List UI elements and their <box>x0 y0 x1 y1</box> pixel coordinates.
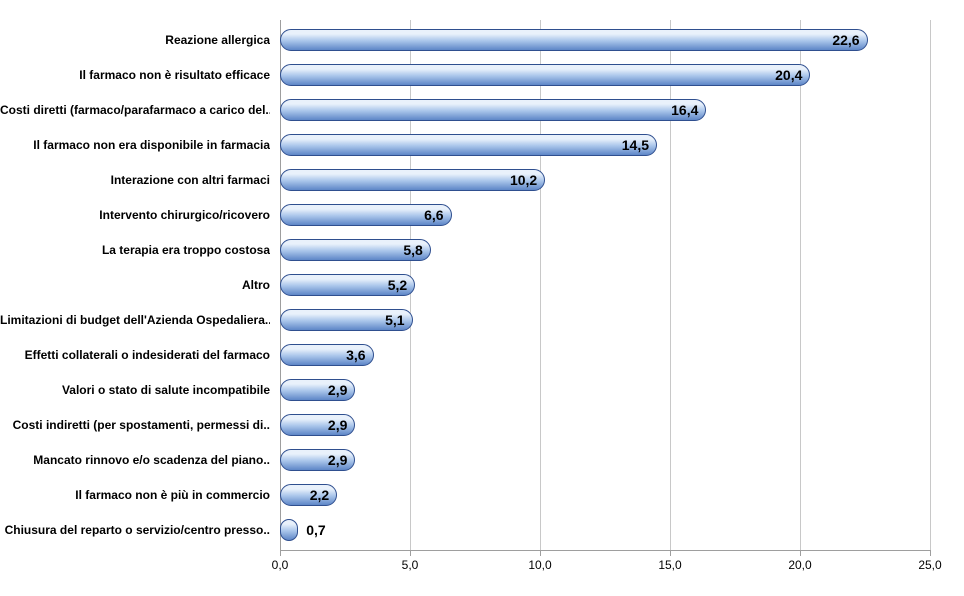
gridline <box>930 20 931 550</box>
category-label: Il farmaco non è risultato efficace <box>0 68 270 82</box>
category-label: Costi diretti (farmaco/parafarmaco a car… <box>0 103 270 117</box>
category-label: Reazione allergica <box>0 33 270 47</box>
bar-value-label: 22,6 <box>832 32 859 48</box>
x-tick <box>930 550 931 556</box>
category-label: Il farmaco non era disponibile in farmac… <box>0 138 270 152</box>
category-label: Altro <box>0 278 270 292</box>
bar <box>280 99 706 121</box>
x-tick-label: 5,0 <box>402 558 419 572</box>
bar-value-label: 16,4 <box>671 102 698 118</box>
category-label: Interazione con altri farmaci <box>0 173 270 187</box>
category-label: Costi indiretti (per spostamenti, permes… <box>0 418 270 432</box>
bar-value-label: 5,1 <box>385 312 404 328</box>
category-label: Il farmaco non è più in commercio <box>0 488 270 502</box>
plot-area: 22,6 20,4 16,4 14,5 10,2 6,6 5,8 5,2 5,1 3,6 2,9 2,… <box>280 20 930 550</box>
x-tick <box>410 550 411 556</box>
bar-value-label: 2,9 <box>328 452 347 468</box>
bar <box>280 29 868 51</box>
category-label: Limitazioni di budget dell'Azienda Osped… <box>0 313 270 327</box>
bar-value-label: 3,6 <box>346 347 365 363</box>
bar-value-label: 10,2 <box>510 172 537 188</box>
bar-value-label: 2,9 <box>328 417 347 433</box>
x-tick-label: 15,0 <box>658 558 681 572</box>
x-axis-line <box>280 550 930 551</box>
bar-value-label: 0,7 <box>306 522 325 538</box>
gridline <box>800 20 801 550</box>
bar-value-label: 14,5 <box>622 137 649 153</box>
x-tick-label: 10,0 <box>528 558 551 572</box>
category-label: La terapia era troppo costosa <box>0 243 270 257</box>
x-tick <box>540 550 541 556</box>
bar-value-label: 5,2 <box>388 277 407 293</box>
x-tick-label: 25,0 <box>918 558 941 572</box>
bar-value-label: 20,4 <box>775 67 802 83</box>
bar <box>280 519 298 541</box>
x-tick-label: 0,0 <box>272 558 289 572</box>
category-label: Intervento chirurgico/ricovero <box>0 208 270 222</box>
x-tick-label: 20,0 <box>788 558 811 572</box>
bar <box>280 64 810 86</box>
bar-chart: 22,6 20,4 16,4 14,5 10,2 6,6 5,8 5,2 5,1 3,6 2,9 2,… <box>0 0 964 596</box>
x-tick <box>280 550 281 556</box>
bar-value-label: 5,8 <box>403 242 422 258</box>
bar-value-label: 2,9 <box>328 382 347 398</box>
x-tick <box>800 550 801 556</box>
category-label: Mancato rinnovo e/o scadenza del piano.. <box>0 453 270 467</box>
x-tick <box>670 550 671 556</box>
bar-value-label: 6,6 <box>424 207 443 223</box>
category-label: Valori o stato di salute incompatibile <box>0 383 270 397</box>
bar-value-label: 2,2 <box>310 487 329 503</box>
category-label: Effetti collaterali o indesiderati del f… <box>0 348 270 362</box>
bar <box>280 134 657 156</box>
bar <box>280 169 545 191</box>
category-label: Chiusura del reparto o servizio/centro p… <box>0 523 270 537</box>
